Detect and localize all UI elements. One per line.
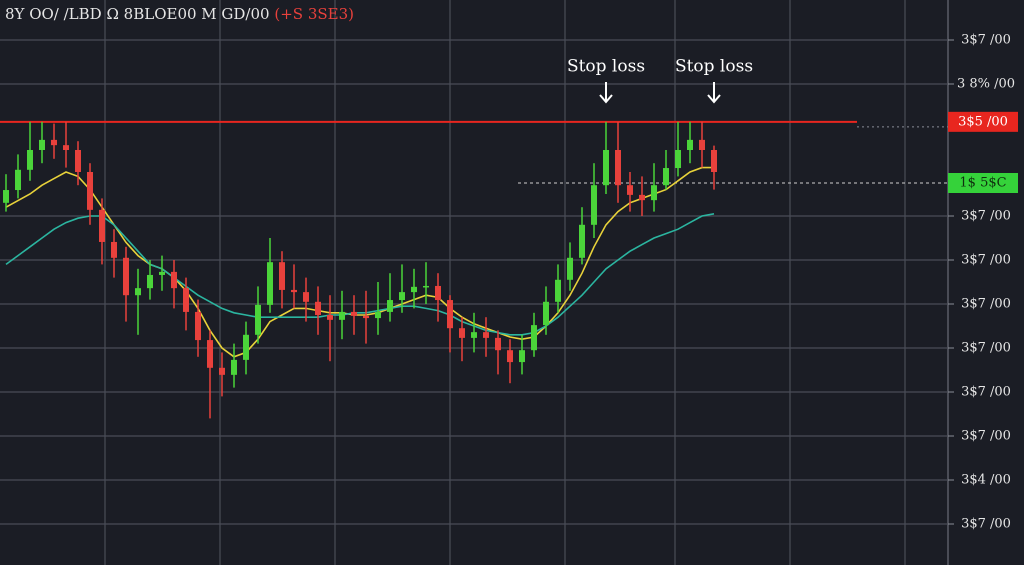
candle-body bbox=[255, 304, 261, 335]
candle-body bbox=[411, 286, 417, 293]
candle-body bbox=[39, 139, 45, 150]
candle-body bbox=[579, 224, 585, 258]
candle-body bbox=[183, 288, 189, 312]
candle-body bbox=[51, 139, 57, 146]
annotation-arrow bbox=[599, 82, 613, 104]
y-tick-label: 3$7 /00 bbox=[961, 33, 1011, 48]
candle-body bbox=[63, 145, 69, 150]
candle-body bbox=[219, 367, 225, 375]
candle-body bbox=[711, 150, 717, 172]
annotation-label: Stop loss bbox=[675, 57, 753, 77]
title-main: 8Y OO/ /LBD Ω 8BLOE00 M GD/00 bbox=[5, 5, 270, 23]
moving-average bbox=[5, 166, 714, 358]
candle-body bbox=[351, 311, 357, 316]
candle-body bbox=[315, 301, 321, 315]
candle-body bbox=[519, 350, 525, 363]
y-tick-label: 3$4 /00 bbox=[961, 473, 1011, 488]
candle-body bbox=[651, 185, 657, 201]
candle-body bbox=[483, 332, 489, 338]
candle-body bbox=[639, 194, 645, 201]
candle-body bbox=[627, 185, 633, 195]
price-tag bbox=[948, 173, 1018, 193]
candle-body bbox=[303, 292, 309, 302]
candle-body bbox=[471, 332, 477, 338]
candle-body bbox=[423, 285, 429, 288]
candle-body bbox=[267, 262, 273, 305]
candle-body bbox=[75, 150, 81, 172]
candle-body bbox=[543, 301, 549, 326]
price-tag-label: 3$5 /00 bbox=[958, 114, 1008, 129]
candle-body bbox=[207, 340, 213, 368]
candle-body bbox=[507, 350, 513, 363]
candle-body bbox=[147, 274, 153, 289]
candle-body bbox=[567, 257, 573, 280]
candle-body bbox=[615, 150, 621, 186]
candle-body bbox=[531, 325, 537, 351]
candle-body bbox=[111, 241, 117, 258]
candle-body bbox=[15, 169, 21, 191]
chart-title: 8Y OO/ /LBD Ω 8BLOE00 M GD/00 (+S 3SE3) bbox=[5, 5, 354, 23]
candle-body bbox=[99, 209, 105, 242]
candle-body bbox=[87, 172, 93, 210]
y-tick-label: 3$7 /00 bbox=[961, 209, 1011, 224]
y-tick-label: 3$7 /00 bbox=[961, 517, 1011, 532]
candle-body bbox=[591, 185, 597, 225]
y-tick-label: 3$7 /00 bbox=[961, 385, 1011, 400]
y-tick-label: 3$7 /00 bbox=[961, 253, 1011, 268]
y-tick-label: 3$7 /00 bbox=[961, 341, 1011, 356]
candle-body bbox=[675, 150, 681, 169]
y-tick-label: 3$7 /00 bbox=[961, 429, 1011, 444]
annotation-label: Stop loss bbox=[567, 57, 645, 77]
candle-body bbox=[375, 311, 381, 319]
candle-body bbox=[495, 337, 501, 351]
candle-body bbox=[243, 334, 249, 360]
y-tick-label: 3$7 /00 bbox=[961, 297, 1011, 312]
candle-body bbox=[171, 271, 177, 289]
candle-body bbox=[387, 300, 393, 312]
y-tick-label: 3 8% /00 bbox=[957, 77, 1015, 92]
candle-body bbox=[363, 315, 369, 319]
candle-body bbox=[195, 311, 201, 341]
candle-body bbox=[699, 139, 705, 150]
price-tag bbox=[948, 111, 1018, 132]
candle-body bbox=[279, 262, 285, 290]
candle-body bbox=[555, 279, 561, 302]
title-change: (+S 3SE3) bbox=[274, 5, 354, 23]
candle-body bbox=[447, 300, 453, 329]
candle-body bbox=[687, 139, 693, 150]
candle-body bbox=[135, 288, 141, 296]
candle-body bbox=[291, 289, 297, 293]
price-tag-label: 1$ 5$C bbox=[959, 176, 1006, 191]
candle-body bbox=[339, 311, 345, 320]
moving-average bbox=[5, 213, 715, 336]
candle-body bbox=[159, 271, 165, 275]
candle-body bbox=[231, 359, 237, 375]
candle-body bbox=[3, 190, 9, 203]
candle-body bbox=[459, 328, 465, 338]
annotation-arrow bbox=[707, 82, 721, 104]
candle-body bbox=[327, 315, 333, 320]
candle-body bbox=[603, 150, 609, 186]
candle-body bbox=[663, 168, 669, 186]
candle-body bbox=[399, 292, 405, 301]
vertical-grid bbox=[104, 0, 906, 565]
candle-body bbox=[123, 257, 129, 296]
candle-body bbox=[435, 285, 441, 301]
candle-body bbox=[27, 150, 33, 170]
